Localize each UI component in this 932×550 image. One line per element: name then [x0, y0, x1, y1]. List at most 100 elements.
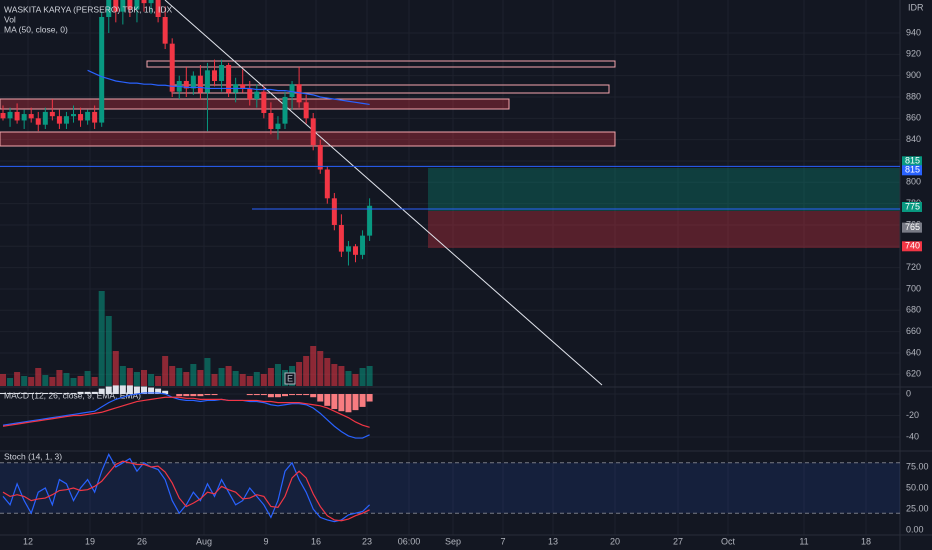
candle-body: [113, 0, 119, 12]
volume-bar: [183, 372, 190, 386]
x-tick-label: 06:00: [398, 536, 421, 546]
y-tick-label: 880: [906, 91, 921, 101]
candle-body: [338, 224, 344, 252]
macd-hist: [246, 394, 253, 396]
macd-hist: [21, 392, 28, 394]
candle-body: [331, 198, 337, 225]
candle-body: [162, 17, 168, 44]
trend-line: [164, 0, 603, 386]
macd-hist: [7, 392, 14, 394]
macd-hist: [35, 392, 42, 394]
macd-hist: [63, 392, 70, 394]
candle-body: [268, 112, 274, 129]
volume-bar: [133, 372, 140, 386]
volume-bar: [119, 366, 126, 386]
macd-hist: [338, 394, 345, 412]
volume-bar: [352, 374, 359, 386]
volume-bar: [63, 373, 70, 386]
price-tag-label: 765: [905, 222, 920, 232]
price-tag: [902, 222, 922, 233]
price-tag-label: 740: [905, 241, 920, 251]
candle-body: [275, 123, 281, 129]
grid: [0, 0, 900, 535]
zone: [0, 98, 510, 110]
candle-body: [190, 75, 196, 89]
y-tick-label: 720: [906, 262, 921, 272]
macd-hist: [70, 392, 77, 394]
candle-body: [21, 114, 27, 121]
macd-hist: [310, 394, 317, 398]
volume-bar: [317, 351, 324, 386]
price-tag-label: 815: [905, 156, 920, 166]
macd-hist: [148, 387, 155, 394]
volume-bar: [70, 378, 77, 386]
volume-bar: [204, 358, 211, 386]
volume-bar: [56, 370, 63, 386]
candle-body: [310, 118, 316, 145]
x-tick-label: 12: [23, 536, 33, 546]
volume-bar: [211, 374, 218, 386]
candle-body: [367, 205, 373, 236]
candle-body: [240, 84, 246, 89]
x-tick-label: 20: [610, 536, 620, 546]
volume-bar: [359, 368, 366, 386]
candle-body: [14, 111, 20, 121]
stop-box: [428, 211, 900, 248]
y-tick-label: 25.00: [906, 503, 929, 513]
candle-body: [226, 64, 232, 93]
candle-body: [353, 246, 358, 255]
candle-body: [303, 102, 309, 119]
candle-body: [169, 43, 175, 92]
macd-hist: [296, 394, 303, 396]
stoch-k: [2, 453, 371, 523]
y-tick-label: 640: [906, 347, 921, 357]
volume-bar: [105, 316, 112, 386]
volume-bar: [98, 291, 105, 386]
candle-body: [85, 111, 91, 121]
candle-body: [78, 114, 84, 121]
volume-bar: [274, 364, 281, 386]
vol-label: Vol: [4, 14, 16, 24]
volume-bar: [310, 346, 317, 386]
volume-bar: [338, 366, 345, 386]
candle-body: [35, 118, 41, 125]
macd-hist: [197, 394, 204, 397]
volume-bar: [162, 356, 169, 386]
volume-bar: [260, 374, 267, 386]
y-tick-label: 0.00: [906, 524, 924, 534]
x-tick-label: 16: [311, 536, 321, 546]
x-tick-label: 26: [137, 536, 147, 546]
zone: [146, 60, 616, 68]
x-tick-label: 23: [362, 536, 372, 546]
macd-hist: [324, 394, 331, 406]
x-tick-label: 13: [548, 536, 558, 546]
price-tag: [902, 201, 922, 212]
candle-body: [360, 235, 366, 255]
signal-line: [2, 396, 370, 428]
macd-hist: [155, 388, 162, 394]
y-tick-label: -20: [906, 410, 919, 420]
volume-bar: [49, 377, 56, 386]
macd-hist: [98, 388, 105, 394]
y-tick-label: 660: [906, 326, 921, 336]
volume-bar: [112, 351, 119, 386]
macd-hist: [317, 394, 324, 402]
event-box: [284, 372, 296, 385]
macd-hist: [204, 394, 211, 396]
price-tag: [902, 241, 922, 252]
y-tick-label: 860: [906, 113, 921, 123]
macd-hist: [112, 385, 119, 394]
volume-bar: [91, 377, 98, 386]
volume-bar: [148, 374, 155, 386]
volume-bar: [7, 378, 14, 386]
candle-body: [63, 116, 69, 124]
volume-bar: [345, 371, 352, 386]
macd-hist: [77, 391, 84, 394]
volume-bar: [14, 372, 21, 386]
candle-body: [289, 84, 295, 97]
candle-body: [345, 246, 351, 252]
volume-bar: [296, 362, 303, 386]
x-tick-label: 19: [85, 536, 95, 546]
volume-bar: [42, 375, 49, 386]
macd-hist: [133, 386, 140, 394]
